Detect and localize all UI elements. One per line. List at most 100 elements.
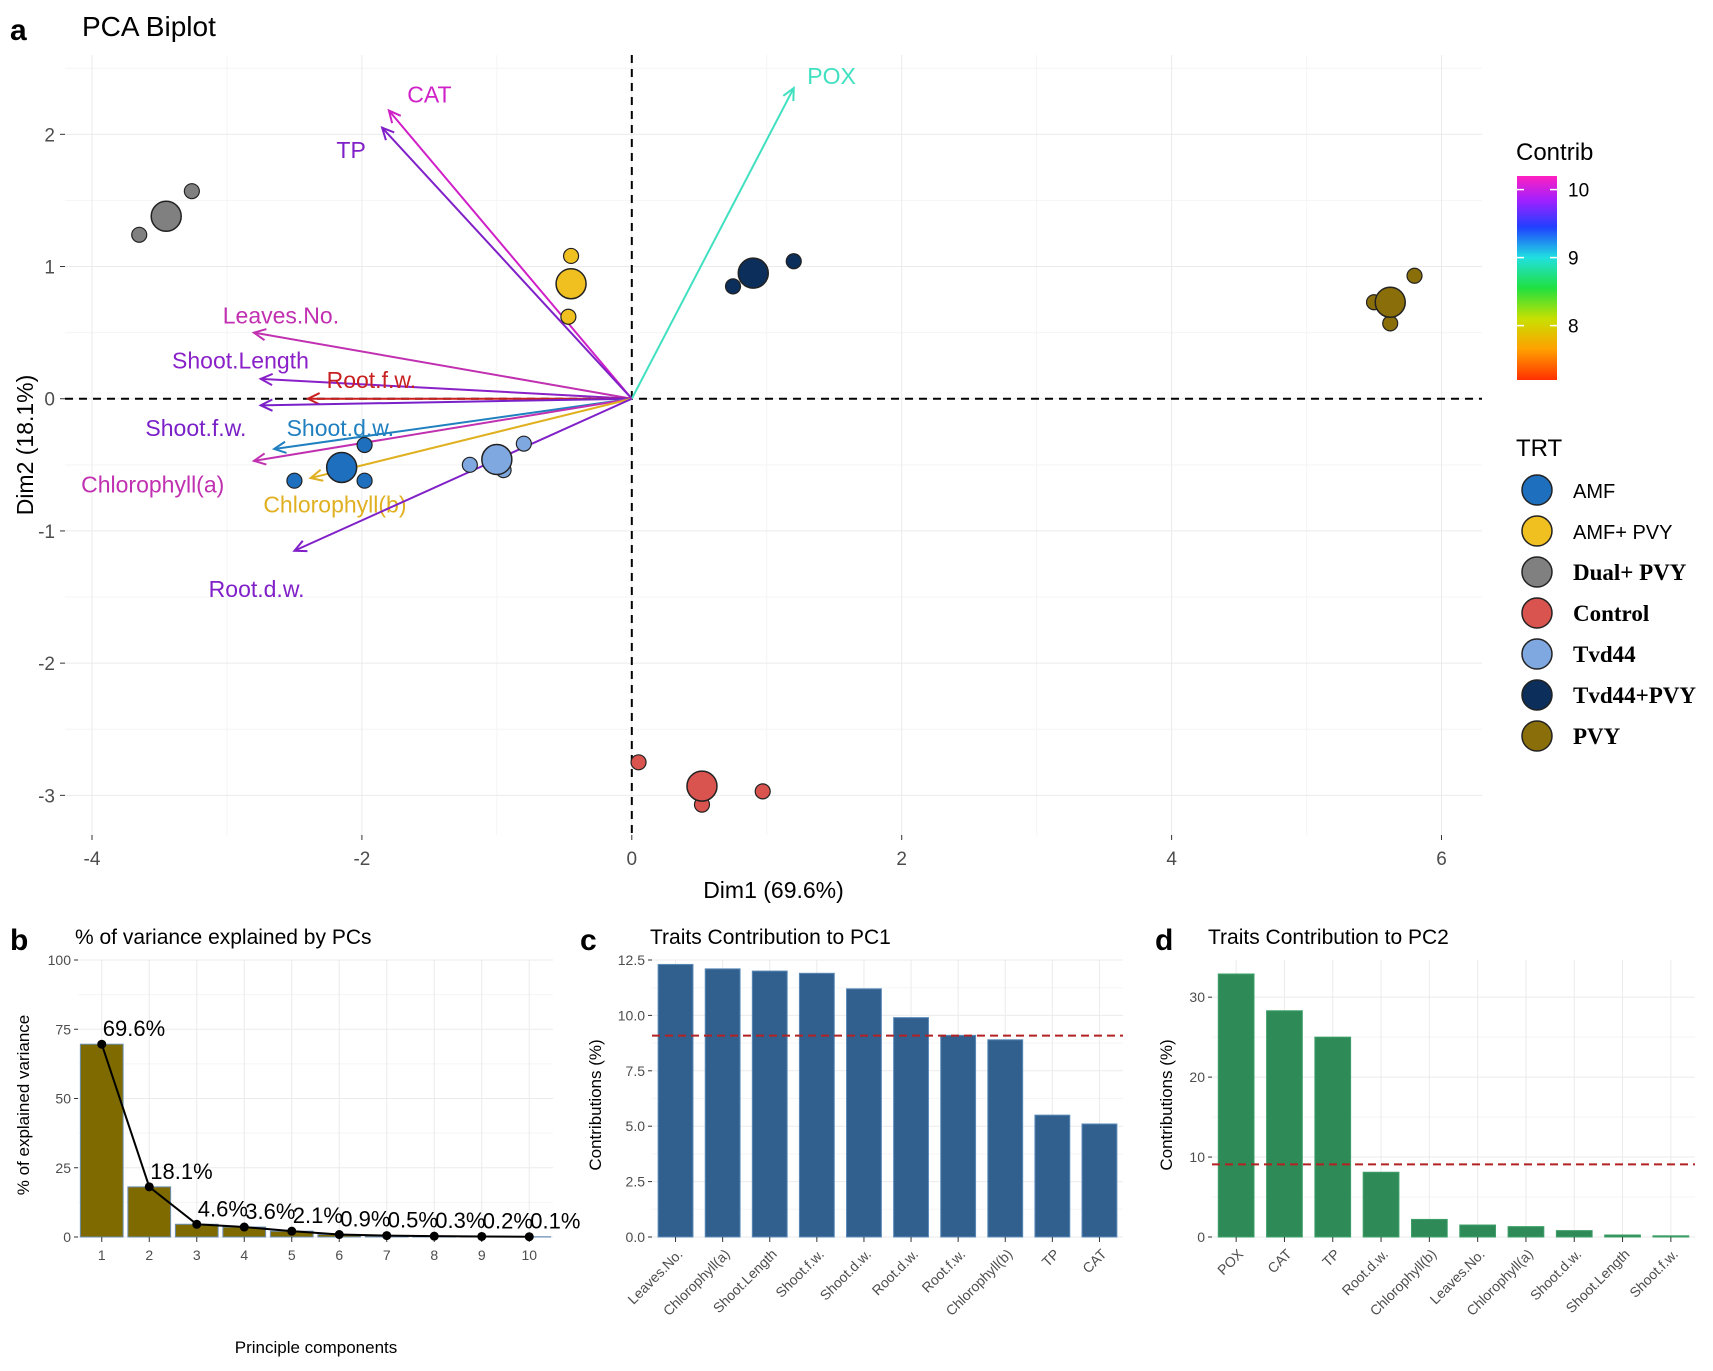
scree-point [524,1232,534,1242]
y-tick-label: -3 [38,786,55,807]
scree-point [334,1230,344,1240]
sample-point [183,183,200,200]
y-tick-label: -1 [38,522,55,543]
loading-arrow [630,87,795,400]
x-tick-label: 6 [335,1247,343,1263]
bar [1652,1235,1690,1238]
scree-data-label: 3.6% [245,1199,295,1224]
panel-b-ylabel: % of explained variance [14,1015,33,1196]
loading-arrowhead [258,372,274,387]
variable-label: POX [807,63,856,89]
y-tick-label: 2 [44,125,55,146]
panel-letter-b: b [10,924,28,957]
x-tick-label: 8 [430,1247,438,1263]
y-tick-label: 10 [1189,1149,1205,1165]
sample-point [356,436,373,454]
x-tick-label: 4 [1166,849,1177,870]
x-tick-label: CAT [1079,1245,1110,1276]
sample-point [754,783,771,800]
sample-point [356,472,373,489]
scree-line [100,1043,530,1238]
x-tick-label: 6 [1436,849,1447,870]
bar [798,972,835,1238]
pc1-contribution-chart: 0.02.55.07.510.012.5Leaves.No.Chlorophyl… [618,952,1123,1319]
colorbar-tick-label: 9 [1568,249,1579,270]
group-centroid [737,257,770,289]
colorbar-tick-label: 10 [1568,181,1589,202]
variable-label: Shoot.d.w. [287,415,394,441]
sample-point [785,253,802,270]
scree-data-label: 0.2% [483,1208,533,1233]
loading-arrow [260,377,632,400]
sample-point [1382,315,1399,332]
scree-data-label: 4.6% [198,1196,248,1221]
panel-c-ylabel: Contributions (%) [586,1039,605,1170]
variable-label: Chlorophyll(b) [263,491,406,517]
loading-arrow [294,397,633,552]
variable-label: TP [336,137,365,163]
variance-bar-chart: 0 25 50 75 100 1 2 3 4 5 6 7 8 9 10 69.6% 18.1% 4.6%3.6%2… [48,952,581,1263]
loading-arrowhead [387,108,402,124]
y-tick-label: -2 [38,654,55,675]
scree-point [97,1039,107,1049]
variable-label: Chlorophyll(a) [81,472,224,498]
sample-point [515,435,532,452]
bar [1034,1114,1071,1238]
loading-arrow [274,397,632,450]
variable-label: Root.d.w. [209,576,305,602]
y-tick-label: 12.5 [618,952,645,968]
scree-data-label: 0.5% [388,1208,438,1233]
bar [987,1039,1024,1238]
loading-arrow [310,397,633,480]
scree-data-label: 69.6% [103,1016,165,1041]
scree-point [287,1226,297,1236]
y-tick-label: 7.5 [626,1063,646,1079]
x-tick-label: TP [1039,1246,1063,1270]
loading-arrowhead [251,328,267,342]
trt-legend-label: Dual+ PVY [1573,560,1687,585]
variable-label: Root.f.w. [327,367,416,393]
loading-arrowhead [308,468,324,482]
panel-b-title: % of variance explained by PCs [75,926,372,949]
y-tick-label: 0 [1197,1229,1205,1245]
scree-data-label: 18.1% [150,1159,212,1184]
bar [846,988,882,1238]
bar [1410,1218,1448,1238]
bar [940,1034,977,1238]
scree-data-label: 2.1% [293,1203,343,1228]
x-tick-label: -2 [353,849,370,870]
x-tick-label: 10 [521,1247,537,1263]
scree-data-label: 0.3% [435,1208,485,1233]
scree-data-label: 0.9% [340,1207,390,1232]
scree-point [239,1222,249,1232]
scree-point [429,1231,439,1241]
group-centroid [686,770,718,802]
loading-arrow [260,397,632,407]
sample-point [131,226,148,243]
bar [657,963,694,1238]
panel-a-title: PCA Biplot [82,11,216,42]
y-tick-label: 0.0 [626,1229,646,1245]
bar [893,1017,929,1238]
trt-legend-label: AMF+ PVY [1573,522,1672,544]
pca-biplot: -4 -2 0 2 4 6 -3 -2 -1 0 1 2 Dim1 (69.6%) Dim2 (18.1%… [12,55,1482,903]
loading-arrow [388,109,633,400]
panel-letter-c: c [580,924,597,957]
group-centroid [481,443,513,476]
contrib-legend-title: Contrib [1516,139,1593,166]
trt-legend-label: Tvd44+PVY [1573,683,1696,708]
sample-point [461,456,478,473]
y-tick-label: 0 [63,1229,71,1245]
trt-legend-swatch [1521,679,1553,711]
loading-arrowhead [782,86,795,102]
bar [1362,1171,1400,1238]
group-centroid [555,267,587,300]
x-tick-label: 0 [627,849,638,870]
y-tick-label: 10.0 [618,1007,645,1023]
trt-legend-items: AMF AMF+ PVY Dual+ PVY Control Tvd44 Tvd44+PV… [1521,474,1696,752]
variable-label: Shoot.f.w. [145,415,246,441]
trt-legend-label: AMF [1573,481,1615,503]
x-tick-label: 7 [383,1247,391,1263]
x-tick-label: CAT [1264,1245,1295,1276]
